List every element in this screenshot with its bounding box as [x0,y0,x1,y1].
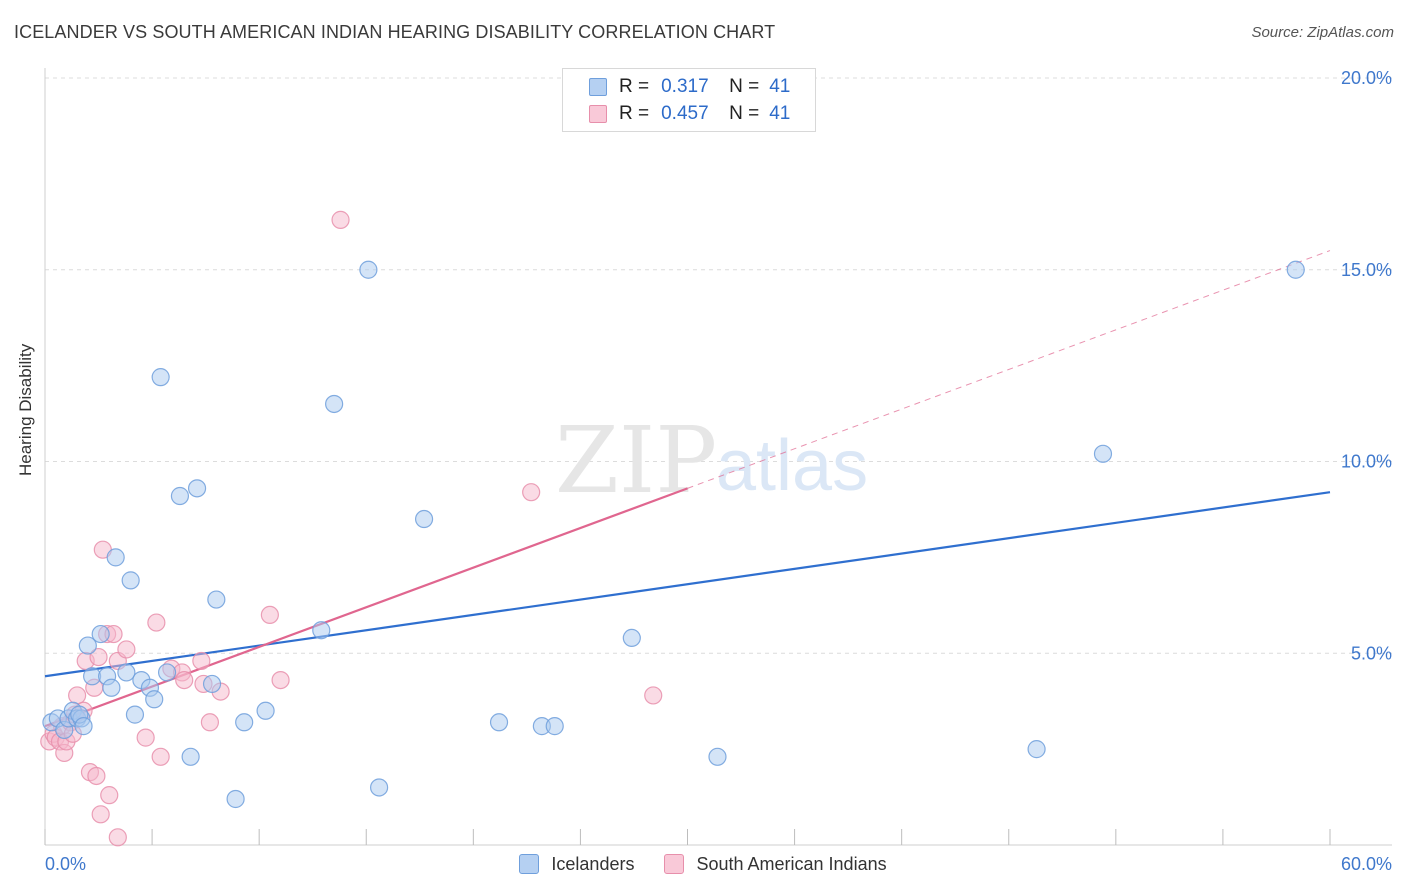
point-south-american-indians [260,605,279,625]
point-south-american-indians [175,670,194,690]
point-icelanders [312,621,331,640]
point-icelanders [106,548,125,567]
legend-swatch-pink [664,854,685,874]
point-south-american-indians [331,210,350,229]
trend-line-extension-south-american-indians [687,250,1331,489]
trend-line-icelanders [44,491,1331,678]
point-icelanders [256,701,275,720]
point-icelanders [202,674,222,694]
watermark-zip: ZIP [555,407,717,514]
point-icelanders [121,571,140,590]
watermark-atlas: atlas [716,426,868,506]
point-icelanders [414,509,434,529]
point-south-american-indians [100,786,119,805]
watermark: ZIP atlas [555,407,868,514]
legend-n-value: 41 [769,103,791,124]
point-icelanders [622,628,641,648]
legend-item-south-american-indians: South American Indians [664,853,887,875]
point-icelanders [1093,444,1113,463]
legend-n-label: N = [729,103,760,124]
point-south-american-indians [192,651,211,671]
point-south-american-indians [108,828,127,847]
legend-r-label: R = [619,103,650,124]
y-tick-label: 5.0% [1351,643,1392,663]
source-label: Source: ZipAtlas.com [1251,24,1394,41]
point-icelanders [489,713,509,732]
point-south-american-indians [151,747,170,766]
point-icelanders [170,486,190,506]
point-south-american-indians [117,640,136,659]
point-icelanders [235,713,254,732]
point-icelanders [145,690,164,709]
point-icelanders [708,747,727,766]
legend-stats: R = 0.317 N = 41 R = 0.457 N = 41 [562,68,816,132]
point-south-american-indians [89,647,108,667]
trend-layer [44,250,1331,728]
x-tick-label: 0.0% [45,854,86,874]
point-icelanders [1027,740,1046,759]
point-icelanders [187,479,207,498]
x-tick-label: 60.0% [1341,854,1392,874]
point-icelanders [157,663,177,682]
point-icelanders [226,789,245,809]
point-south-american-indians [522,483,541,502]
legend-item-icelanders: Icelanders [519,854,634,875]
point-south-american-indians [68,686,87,705]
point-icelanders [1286,260,1305,279]
legend-n-value: 41 [769,76,791,97]
point-south-american-indians [87,766,106,786]
legend-r-value: 0.317 [661,76,709,97]
legend-r-label: R = [619,76,650,97]
point-icelanders [91,624,110,644]
point-south-american-indians [147,613,166,632]
y-tick-label: 15.0% [1341,260,1392,280]
legend-label-icelanders: Icelanders [551,853,635,874]
point-icelanders [78,636,97,655]
legend-n-label: N = [729,76,760,97]
point-icelanders [151,368,170,387]
chart-title: ICELANDER VS SOUTH AMERICAN INDIAN HEARI… [14,22,776,42]
point-south-american-indians [271,670,290,690]
legend-swatch-blue [589,78,607,96]
legend-label-south-american-indians: South American Indians [696,853,887,874]
grid-layer [45,77,1392,654]
point-south-american-indians [136,728,155,747]
point-icelanders [102,678,121,697]
point-icelanders [117,663,136,682]
point-south-american-indians [91,805,110,824]
legend-series: Icelanders South American Indians [0,851,1406,877]
legend-row-icelanders: R = 0.317 N = 41 [589,75,790,99]
tick-labels: 5.0% 10.0% 15.0% 20.0% 0.0% 60.0% [45,68,1392,874]
axis-layer [44,68,1392,846]
point-icelanders [370,778,389,797]
point-icelanders [207,590,226,609]
point-icelanders [359,260,378,279]
legend-swatch-blue [519,854,540,874]
y-tick-label: 20.0% [1341,68,1392,88]
point-icelanders [181,747,200,766]
legend-r-value: 0.457 [661,103,709,124]
legend-row-south-american-indians: R = 0.457 N = 41 [589,102,790,126]
points-layer [40,210,1305,847]
point-icelanders [125,705,145,724]
legend-swatch-pink [589,105,607,123]
point-icelanders [545,717,564,736]
y-tick-label: 10.0% [1341,452,1392,472]
point-south-american-indians [200,713,220,732]
point-icelanders [325,394,344,414]
point-icelanders [74,717,93,736]
point-south-american-indians [644,686,663,705]
y-axis-title: Hearing Disability [16,343,35,476]
